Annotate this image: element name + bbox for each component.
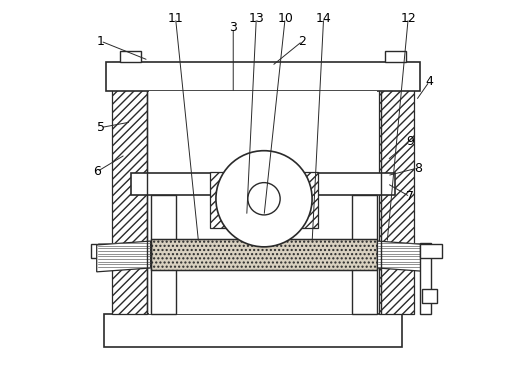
Polygon shape (97, 241, 150, 272)
Text: 4: 4 (426, 75, 433, 88)
Bar (150, 239, 378, 270)
Text: 5: 5 (97, 121, 105, 134)
Text: 11: 11 (168, 12, 183, 24)
Bar (380, 62, 414, 314)
Bar (378, 244, 431, 258)
Text: 3: 3 (229, 21, 237, 34)
Circle shape (248, 183, 280, 215)
Bar (150, 195, 175, 314)
Polygon shape (378, 241, 431, 272)
Bar (91, 244, 150, 258)
Bar (210, 172, 235, 228)
Text: 13: 13 (249, 12, 264, 24)
Text: 1: 1 (97, 35, 105, 47)
Text: 2: 2 (298, 35, 306, 47)
Bar (353, 195, 378, 314)
Text: 12: 12 (400, 12, 416, 24)
Text: 6: 6 (93, 165, 101, 178)
Bar (148, 91, 378, 314)
Bar (112, 62, 147, 314)
Bar (106, 62, 420, 91)
Circle shape (216, 151, 312, 247)
Bar (420, 244, 442, 258)
Bar (420, 243, 430, 314)
Bar (150, 239, 378, 270)
Text: 8: 8 (414, 161, 422, 174)
Text: 9: 9 (406, 135, 414, 147)
Bar (120, 51, 141, 62)
Bar (105, 314, 402, 347)
Text: 14: 14 (316, 12, 332, 24)
Bar (422, 289, 437, 303)
Bar (131, 173, 395, 195)
Bar (385, 51, 407, 62)
Bar (293, 172, 318, 228)
Text: 7: 7 (406, 190, 414, 203)
Text: 10: 10 (277, 12, 293, 24)
